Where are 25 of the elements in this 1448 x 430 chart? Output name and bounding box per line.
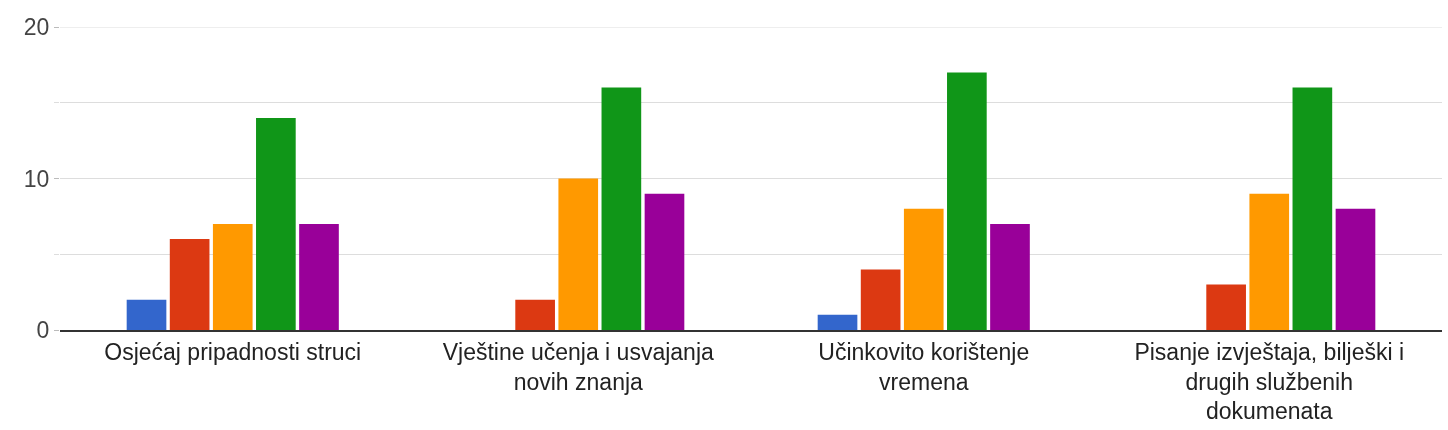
y-tick-label: 20	[23, 14, 50, 41]
x-tick-label: Pisanje izvještaja, bilješki i drugih službenih dokumenata	[1134, 338, 1405, 425]
bar	[860, 269, 901, 330]
bar	[1292, 87, 1333, 330]
bar	[903, 208, 944, 330]
bar	[558, 178, 599, 330]
bar	[212, 223, 253, 330]
bar	[947, 72, 987, 330]
bar	[601, 87, 642, 330]
bar	[1249, 193, 1290, 330]
bar	[1206, 284, 1246, 330]
y-tick-label: 10	[23, 165, 50, 192]
x-tick-label: Učinkovito korištenje vremena	[818, 338, 1030, 395]
bar	[299, 223, 339, 330]
bar	[817, 314, 858, 330]
bar	[126, 299, 167, 330]
bar	[515, 299, 555, 330]
bar	[1335, 208, 1376, 330]
bar	[990, 223, 1030, 330]
x-tick-label: Osjećaj pripadnosti struci	[104, 338, 362, 365]
x-tick-label: Vještine učenja i usvajanja novih znanja	[442, 338, 714, 395]
bar	[644, 193, 685, 330]
y-tick-label: 0	[36, 317, 50, 344]
bar	[256, 117, 296, 330]
bar	[169, 239, 210, 330]
